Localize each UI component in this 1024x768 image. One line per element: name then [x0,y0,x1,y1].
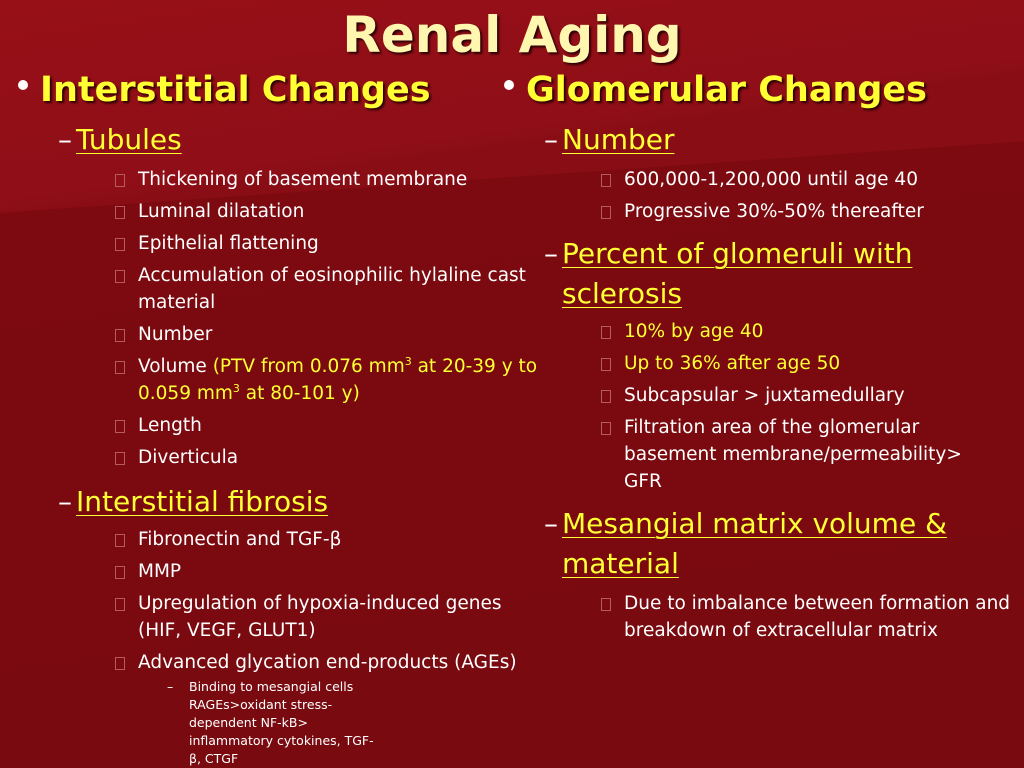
list-item: Upregulation of hypoxia-induced genes (H… [18,590,558,649]
square-bullet-icon [601,598,611,611]
list-item: Due to imbalance between formation and b… [504,590,1014,649]
list-item: Length [18,412,558,444]
bullet-icon [504,80,514,90]
square-bullet-icon [115,566,125,579]
list-item: Progressive 30%-50% thereafter [504,198,1014,230]
glomerular-heading: Glomerular Changes [504,68,1014,112]
square-bullet-icon [115,329,125,342]
bullet-icon [18,80,28,90]
sub-list-item: – Binding to mesangial cells RAGEs>oxidan… [167,679,374,766]
list-item: Number [18,321,558,353]
list-item: Thickening of basement membrane [18,166,558,198]
square-bullet-icon [601,358,611,371]
square-bullet-icon [115,361,125,374]
interstitial-heading: Interstitial Changes [18,68,558,112]
square-bullet-icon [601,326,611,339]
list-item: Accumulation of eosinophilic hylaline ca… [18,262,558,321]
square-bullet-icon [115,174,125,187]
list-item: Filtration area of the glomerular baseme… [504,414,1014,500]
interstitial-fibrosis-subheading: – Interstitial fibrosis [58,485,329,518]
square-bullet-icon [601,174,611,187]
list-item: Luminal dilatation [18,198,558,230]
list-item-volume: Volume (PTV from 0.076 mm3 at 20-39 y to… [18,353,558,412]
list-item: 10% by age 40 [504,318,1014,350]
square-bullet-icon [601,422,611,435]
list-item: Epithelial flattening [18,230,558,262]
number-subheading: – Number [544,123,675,156]
square-bullet-icon [601,390,611,403]
list-item: Subcapsular > juxtamedullary [504,382,1014,414]
square-bullet-icon [115,420,125,433]
left-column: Interstitial Changes – Tubules Thickening… [18,68,558,768]
mesangial-subheading: – Mesangial matrix volume & material [544,507,947,580]
square-bullet-icon [115,598,125,611]
list-item: Up to 36% after age 50 [504,350,1014,382]
right-column: Glomerular Changes – Number 600,000-1,200… [504,68,1014,649]
slide-title: Renal Aging [342,6,682,64]
list-item: MMP [18,558,558,590]
square-bullet-icon [115,452,125,465]
list-item: Diverticula [18,444,558,476]
list-item: Fibronectin and TGF-β [18,526,558,558]
list-item: 600,000-1,200,000 until age 40 [504,166,1014,198]
square-bullet-icon [115,238,125,251]
square-bullet-icon [115,270,125,283]
square-bullet-icon [601,206,611,219]
sclerosis-subheading: – Percent of glomeruli with sclerosis [544,237,913,310]
square-bullet-icon [115,657,125,670]
list-item: Advanced glycation end-products (AGEs) [18,649,558,676]
square-bullet-icon [115,206,125,219]
square-bullet-icon [115,534,125,547]
tubules-subheading: – Tubules [58,123,182,156]
